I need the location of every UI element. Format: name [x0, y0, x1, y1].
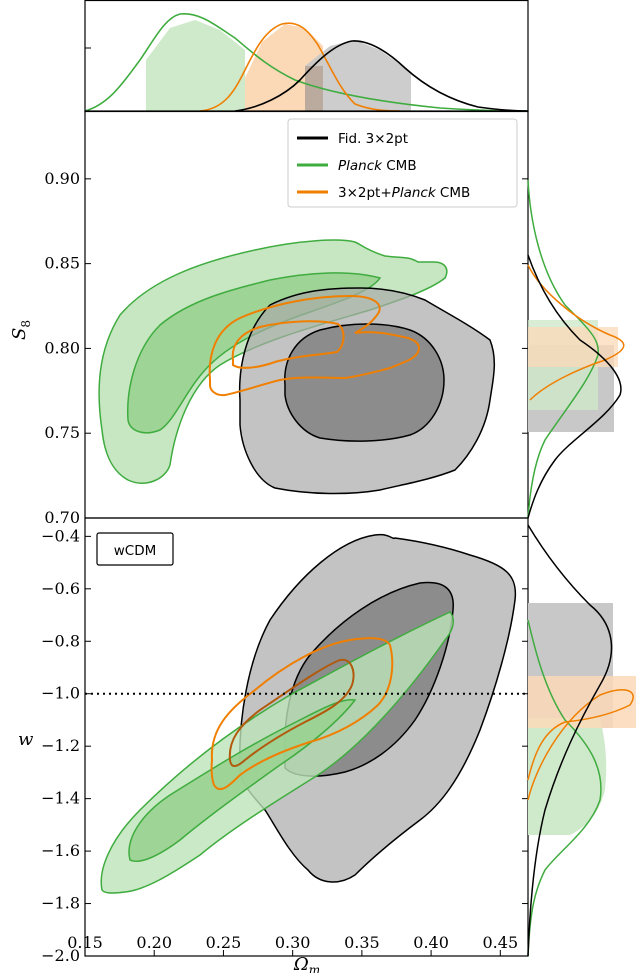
- joint-s8-95: [208, 294, 420, 397]
- x-tick-label: 0.15: [67, 933, 103, 952]
- legend: Fid. 3×2pt Planck CMB 3×2pt+Planck CMB: [287, 118, 518, 208]
- y-tick-label: 0.85: [44, 254, 80, 273]
- x-tick-label: 0.25: [206, 933, 242, 952]
- y-tick-label: −1.0: [41, 684, 80, 703]
- y-tick-label: −1.2: [41, 736, 80, 755]
- planck-w-68: [128, 699, 357, 862]
- fid-omega-curve: [234, 40, 529, 112]
- planck-w-band: [528, 718, 607, 835]
- legend-entry-planck: Planck CMB: [297, 158, 417, 174]
- s8-yticks: 0.70 0.75 0.80 0.85 0.90: [44, 169, 528, 527]
- planck-s8-68: [126, 272, 382, 434]
- x-tick-label: 0.20: [136, 933, 172, 952]
- x-axis-label: Ωm: [293, 954, 320, 973]
- legend-entry-joint: 3×2pt+Planck CMB: [297, 185, 470, 201]
- legend-label-joint: 3×2pt+Planck CMB: [338, 185, 470, 201]
- overlap-band: [305, 66, 323, 111]
- x-ticks: 0.15 0.20 0.25 0.30 0.35 0.40 0.45: [67, 933, 518, 956]
- legend-entry-fid: Fid. 3×2pt: [297, 131, 408, 147]
- marginal-omega-m: [84, 0, 529, 113]
- s8-axis-label: S8: [9, 320, 33, 340]
- w-yticks: −2.0 −1.8 −1.6 −1.4 −1.2 −1.0 −0.8 −0.6 −0.4: [41, 526, 528, 965]
- x-tick-label: 0.45: [483, 933, 519, 952]
- planck-omega-curve: [84, 13, 529, 112]
- wcdm-annotation: wCDM: [96, 532, 174, 566]
- wcdm-label: wCDM: [114, 543, 157, 559]
- y-tick-label: 0.75: [44, 423, 80, 442]
- joint-s8-68: [231, 320, 345, 369]
- planck-w-contours: [100, 611, 455, 894]
- y-tick-label: 0.90: [44, 169, 80, 188]
- joint-w-contours: [210, 637, 394, 791]
- joint-w-95: [210, 637, 394, 791]
- y-tick-label: −0.8: [41, 631, 80, 650]
- fid-s8-curve: [527, 254, 622, 519]
- y-tick-label: 0.70: [44, 508, 80, 527]
- legend-label-planck: Planck CMB: [338, 158, 417, 174]
- joint-omega-band: [245, 24, 323, 111]
- y-tick-label: −1.6: [41, 841, 80, 860]
- marginal-s8: [527, 179, 625, 519]
- y-tick-label: −0.6: [41, 579, 80, 598]
- joint-s8-curve: [527, 264, 625, 401]
- x-tick-label: 0.30: [275, 933, 311, 952]
- fid-omega-band: [305, 40, 411, 111]
- joint-w-68: [228, 658, 355, 767]
- fid-w-curve: [527, 524, 613, 957]
- y-tick-label: −2.0: [41, 946, 80, 965]
- legend-label-fid: Fid. 3×2pt: [338, 131, 408, 147]
- joint-s8-contours: [208, 294, 420, 397]
- legend-box: [287, 118, 518, 208]
- y-tick-label: −0.4: [41, 526, 80, 545]
- planck-w-curve: [527, 619, 602, 957]
- fid-s8-68: [284, 323, 445, 442]
- y-tick-label: −1.4: [41, 789, 80, 808]
- marginal-w: [527, 524, 636, 957]
- planck-omega-band: [146, 20, 245, 111]
- wcdm-box: [96, 532, 174, 566]
- y-tick-label: −1.8: [41, 894, 80, 913]
- x-tick-label: 0.40: [413, 933, 449, 952]
- x-tick-label: 0.35: [344, 933, 380, 952]
- joint-w-curve: [527, 689, 634, 801]
- w-axis-label: w: [18, 729, 34, 750]
- panel-w: wCDM −2.0 −1.8 −1.6 −1.4 −1.2 −1.0 −0.8 −0.6 −0.…: [18, 517, 529, 973]
- panel-s8: Fid. 3×2pt Planck CMB 3×2pt+Planck CMB 0…: [9, 110, 529, 527]
- fid-s8-contours: [238, 287, 496, 495]
- planck-s8-curve: [527, 179, 599, 519]
- joint-omega-curve: [199, 22, 401, 112]
- y-tick-label: 0.80: [44, 338, 80, 357]
